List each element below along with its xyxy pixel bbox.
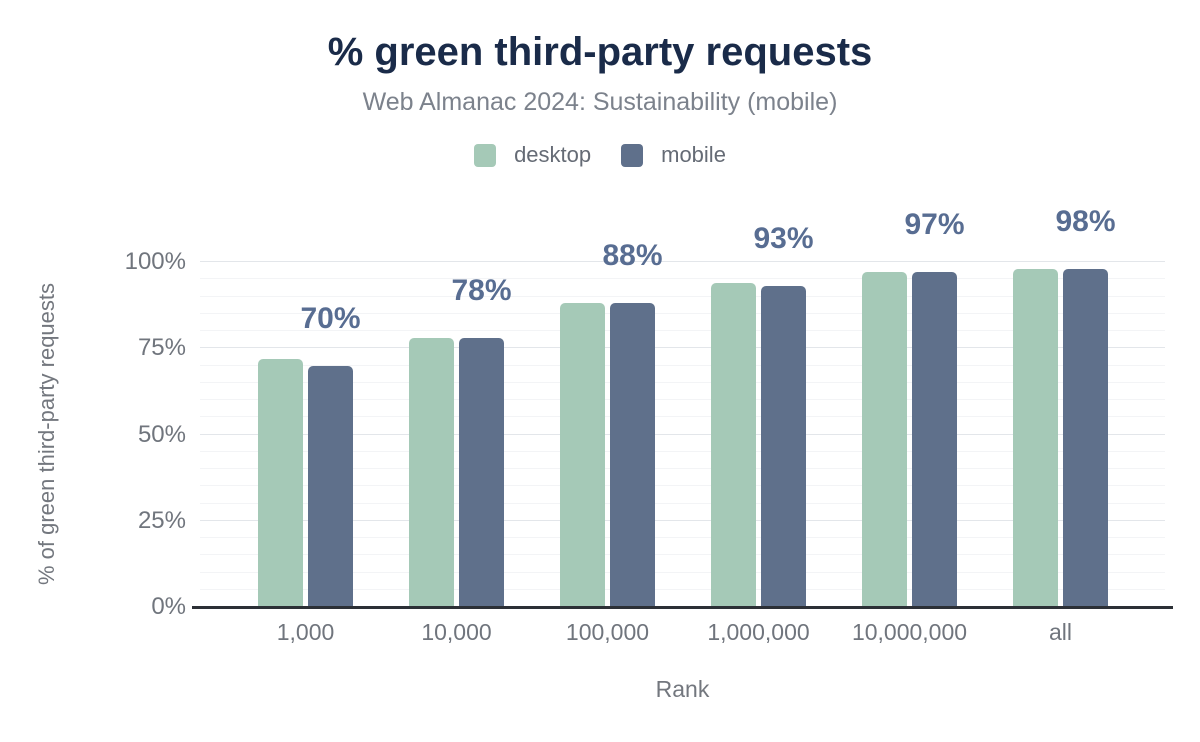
gridline <box>200 364 1165 366</box>
gridline <box>200 312 1165 314</box>
gridline <box>200 485 1165 487</box>
gridline <box>200 295 1165 297</box>
value-label: 97% <box>904 208 965 242</box>
legend-label-mobile: mobile <box>661 142 726 167</box>
legend-item-desktop: desktop <box>474 142 591 168</box>
x-tick-label: 100,000 <box>565 619 650 645</box>
bar-desktop-all <box>1013 268 1058 607</box>
y-tick-label: 0% <box>151 593 186 620</box>
y-axis-title: % of green third-party requests <box>34 282 59 586</box>
bar-mobile-1000000 <box>761 286 806 607</box>
bar-mobile-1000 <box>308 365 353 607</box>
value-label: 93% <box>753 222 814 256</box>
gridline <box>200 278 1165 280</box>
plot-area: 0% 25% 50% 75% 100% 70% 1,000 78% 10,000 88% 100,0… <box>125 206 1173 645</box>
gridline <box>200 450 1165 452</box>
value-label: 98% <box>1055 204 1116 238</box>
bar-mobile-all <box>1063 268 1108 607</box>
gridline <box>200 519 1165 521</box>
gridline <box>200 468 1165 469</box>
bar-mobile-10000 <box>459 337 504 607</box>
bar-desktop-10000000 <box>862 272 907 607</box>
bar-desktop-1000000 <box>711 282 756 607</box>
x-tick-label: 10,000 <box>421 619 492 645</box>
value-label: 78% <box>451 273 512 307</box>
x-tick-label: 1,000 <box>276 619 335 645</box>
value-label: 88% <box>602 239 663 273</box>
gridline <box>200 261 1165 262</box>
gridline <box>200 399 1165 400</box>
gridline <box>200 502 1165 504</box>
gridline <box>200 347 1165 349</box>
bar-desktop-1000 <box>258 358 303 607</box>
y-tick-label: 50% <box>137 420 186 448</box>
bar-mobile-10000000 <box>912 272 957 607</box>
gridline <box>200 588 1165 590</box>
x-tick-label: 1,000,000 <box>707 619 810 645</box>
y-tick-label: 75% <box>137 334 186 362</box>
x-tick-label: 10,000,000 <box>851 619 968 645</box>
legend: desktop mobile <box>0 142 1200 168</box>
legend-swatch-mobile <box>621 143 644 167</box>
x-axis-title: Rank <box>655 676 710 702</box>
gridline <box>200 554 1165 556</box>
bar-mobile-100000 <box>610 303 655 607</box>
chart-subtitle: Web Almanac 2024: Sustainability (mobile… <box>362 88 838 116</box>
value-label: 70% <box>300 301 361 335</box>
gridline <box>200 330 1165 331</box>
bar-desktop-100000 <box>560 303 605 607</box>
chart-title: % green third-party requests <box>327 30 873 74</box>
legend-swatch-desktop <box>474 143 497 167</box>
x-axis-line <box>192 606 1173 609</box>
legend-label-desktop: desktop <box>514 142 592 167</box>
gridline <box>200 433 1165 435</box>
x-tick-label: all <box>1048 619 1072 645</box>
bar-desktop-10000 <box>409 337 454 607</box>
gridline <box>200 416 1165 418</box>
gridline <box>200 381 1165 383</box>
gridline <box>200 537 1165 538</box>
legend-item-mobile: mobile <box>621 142 726 168</box>
gridline <box>200 571 1165 573</box>
y-tick-label: 100% <box>124 248 186 275</box>
y-tick-label: 25% <box>137 506 186 534</box>
